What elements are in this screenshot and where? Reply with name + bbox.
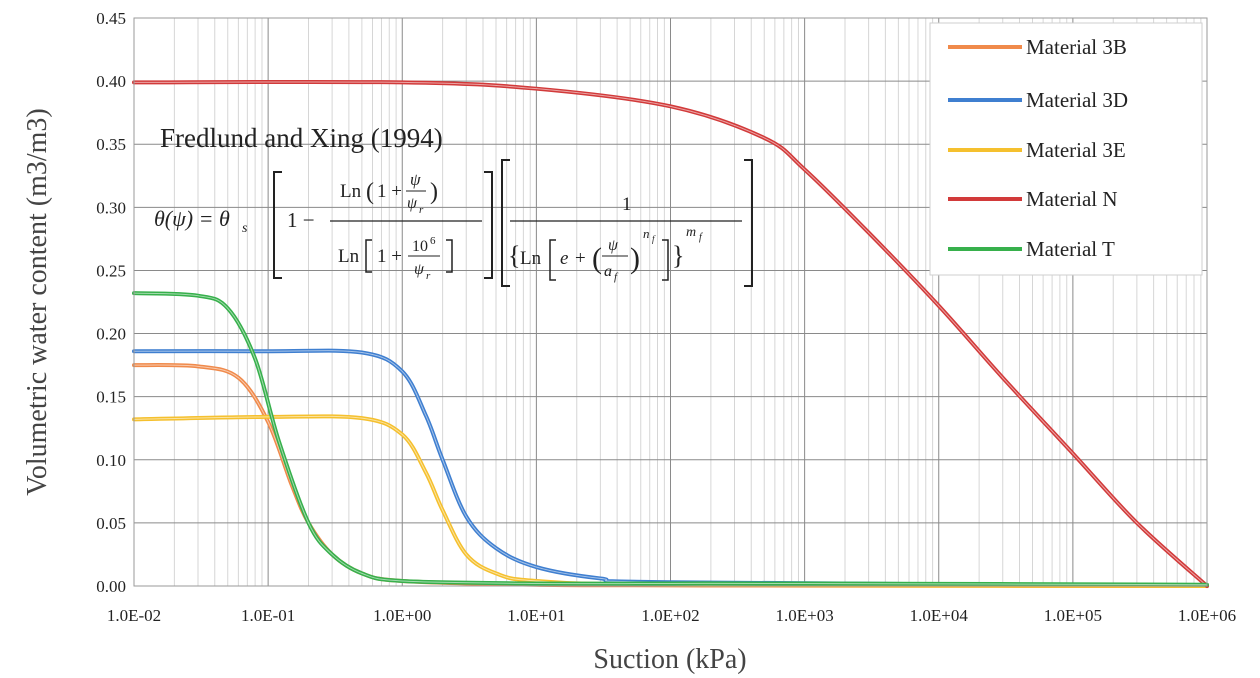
legend-item-material-n: Material N [948, 187, 1118, 211]
y-tick-labels: 0.00 0.05 0.10 0.15 0.20 0.25 0.30 0.35 0.40 0.45 [96, 9, 126, 596]
x-tick-label: 1.0E+06 [1178, 606, 1236, 625]
svg-text:f: f [699, 232, 703, 243]
x-tick-label: 1.0E+02 [641, 606, 699, 625]
svg-text:a: a [604, 263, 612, 280]
series-highlight-material-n [133, 81, 1208, 587]
y-tick-label: 0.15 [96, 388, 126, 407]
legend-label: Material 3B [1026, 35, 1127, 59]
legend-label: Material T [1026, 237, 1115, 261]
legend-item-material-t: Material T [948, 237, 1115, 261]
equation-annotation: Fredlund and Xing (1994) θ(ψ) = θ s 1 − … [154, 123, 753, 287]
y-tick-label: 0.20 [96, 325, 126, 344]
equation-title: Fredlund and Xing (1994) [160, 123, 443, 153]
svg-text:f: f [614, 271, 619, 283]
svg-text:s: s [242, 221, 248, 236]
equation-formula: θ(ψ) = θ s 1 − Ln ( 1 + ψ ψ r ) Ln 1 + 1… [154, 159, 753, 287]
y-tick-label: 0.45 [96, 9, 126, 28]
y-tick-label: 0.10 [96, 451, 126, 470]
svg-text:r: r [426, 270, 431, 282]
svg-text:}: } [672, 241, 684, 270]
svg-text:ψ: ψ [410, 170, 421, 189]
svg-text:1: 1 [622, 194, 632, 215]
svg-text:ψ: ψ [608, 237, 619, 254]
y-axis-title: Volumetric water content (m3/m3) [22, 108, 53, 496]
y-tick-label: 0.35 [96, 135, 126, 154]
svg-text:m: m [686, 225, 696, 240]
svg-text:): ) [630, 242, 640, 275]
svg-text:6: 6 [430, 235, 436, 247]
x-tick-label: 1.0E+03 [776, 606, 834, 625]
legend-item-material-3d: Material 3D [948, 88, 1128, 112]
legend-label: Material 3D [1026, 88, 1128, 112]
svg-text:10: 10 [412, 238, 428, 255]
svg-text:1 −: 1 − [287, 208, 315, 232]
y-tick-label: 0.30 [96, 198, 126, 217]
svg-text:e: e [560, 248, 568, 269]
legend: Material 3B Material 3D Material 3E Mate… [929, 22, 1203, 276]
x-tick-label: 1.0E+01 [507, 606, 565, 625]
y-tick-label: 0.25 [96, 261, 126, 280]
x-tick-labels: 1.0E-02 1.0E-01 1.0E+00 1.0E+01 1.0E+02 1.0E+… [107, 606, 1236, 625]
plot-frame [133, 17, 1208, 587]
legend-item-material-3b: Material 3B [948, 35, 1127, 59]
svg-text:+: + [575, 248, 586, 269]
svg-text:1 +: 1 + [377, 181, 402, 202]
svg-text:θ(ψ) = θ: θ(ψ) = θ [154, 206, 230, 231]
svg-text:1 +: 1 + [377, 246, 402, 267]
x-tick-label: 1.0E+05 [1044, 606, 1102, 625]
svg-text:Ln: Ln [520, 248, 542, 269]
svg-text:(: ( [366, 179, 374, 205]
y-tick-label: 0.40 [96, 72, 126, 91]
svg-text:{: { [508, 241, 520, 270]
svg-text:Ln: Ln [338, 246, 360, 267]
legend-label: Material N [1026, 187, 1118, 211]
svg-text:f: f [652, 234, 656, 244]
svg-text:r: r [419, 204, 424, 216]
svg-text:n: n [643, 226, 650, 241]
svg-text:): ) [430, 179, 438, 205]
series-layer [132, 79, 1209, 588]
svg-text:Ln: Ln [340, 181, 362, 202]
svg-text:(: ( [592, 242, 602, 275]
legend-label: Material 3E [1026, 138, 1126, 162]
svg-text:ψ: ψ [414, 261, 425, 278]
x-tick-label: 1.0E+00 [373, 606, 431, 625]
x-axis-title: Suction (kPa) [593, 644, 746, 675]
series-highlight-material-t [133, 292, 1208, 586]
y-tick-label: 0.05 [96, 514, 126, 533]
legend-item-material-3e: Material 3E [948, 138, 1126, 162]
svg-text:ψ: ψ [407, 195, 418, 212]
x-tick-label: 1.0E-02 [107, 606, 161, 625]
x-tick-label: 1.0E-01 [241, 606, 295, 625]
y-tick-label: 0.00 [96, 577, 126, 596]
x-tick-label: 1.0E+04 [910, 606, 969, 625]
